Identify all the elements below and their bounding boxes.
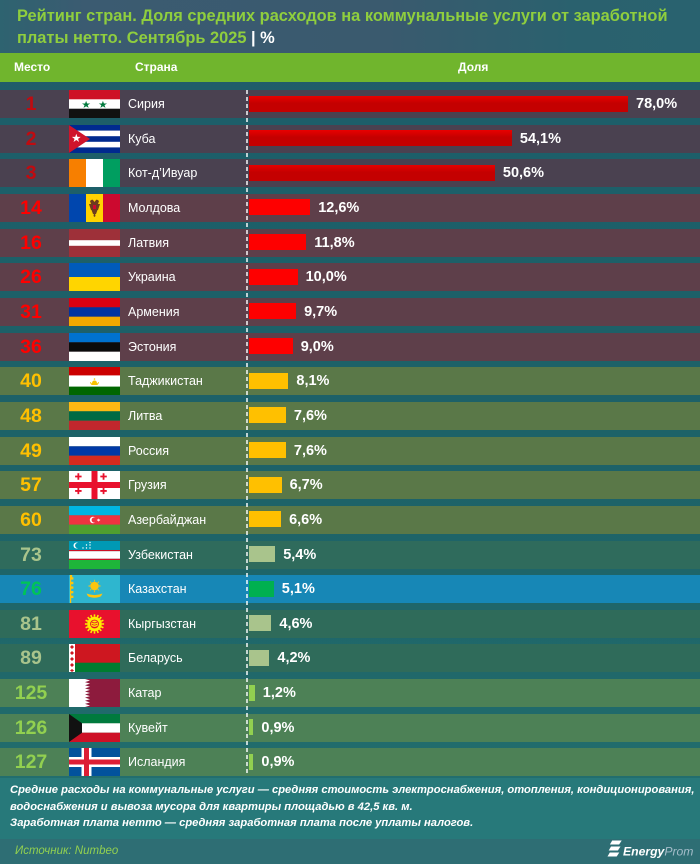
- svg-text:EnergyProm: EnergyProm: [623, 845, 693, 859]
